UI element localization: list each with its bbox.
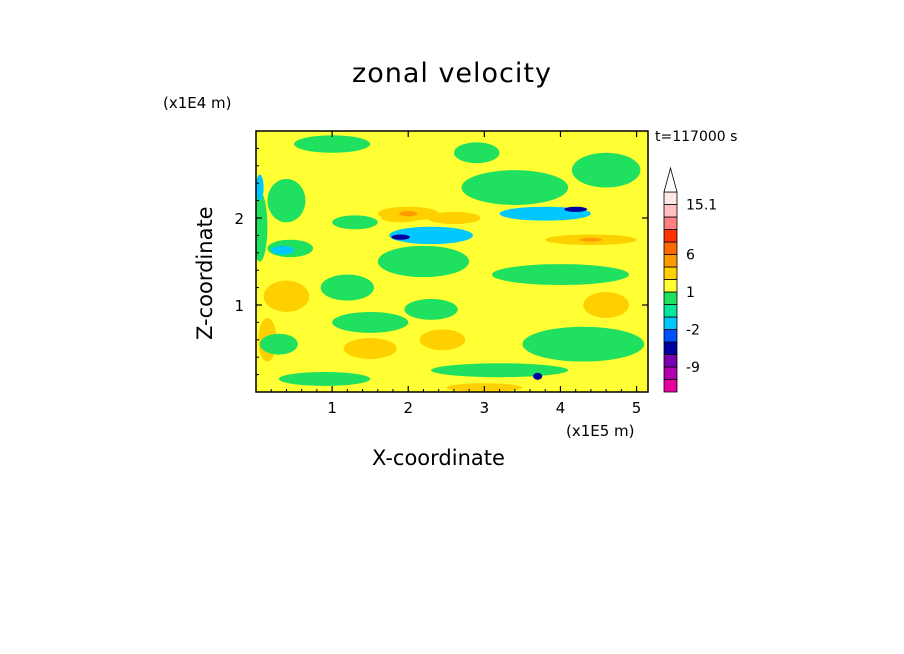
x-axis-label: X-coordinate: [372, 446, 505, 470]
y-tick-label-1: 2: [234, 210, 244, 228]
contour-region-18: [332, 311, 409, 333]
colorbar-swatch-6: [663, 304, 678, 318]
colorbar-swatch-13: [663, 216, 678, 230]
contour-region-28: [256, 191, 268, 262]
x-tick-label-1: 2: [403, 399, 413, 417]
contour-region-21: [461, 170, 569, 205]
contour-region-23: [491, 264, 629, 285]
contour-region-29: [389, 226, 473, 245]
colorbar-swatch-2: [663, 354, 678, 368]
colorbar-swatch-5: [663, 316, 678, 330]
contour-region-32: [256, 174, 264, 201]
contour-region-33: [564, 206, 588, 212]
colorbar-label-3: -2: [686, 323, 700, 339]
contour-region-17: [377, 245, 470, 278]
plot-area: [256, 131, 648, 392]
contour-region-14: [332, 215, 378, 230]
colorbar-swatch-11: [663, 241, 678, 255]
contour-region-25: [431, 363, 569, 378]
axes: 1 2 3 4 5 1 2: [234, 131, 648, 417]
colorbar-label-2: 1: [686, 285, 695, 301]
colorbar-swatch-12: [663, 229, 678, 243]
contour-region-24: [522, 326, 645, 362]
contour-region-19: [404, 298, 458, 320]
contour-region-9: [583, 291, 629, 319]
contour-region-10: [399, 211, 418, 217]
colorbar-label-4: -9: [686, 360, 700, 376]
y-axis-unit: (x1E4 m): [163, 94, 232, 112]
colorbar: 15.1 6 1 -2 -9: [663, 166, 717, 393]
colorbar-swatch-7: [663, 291, 678, 305]
contour-region-5: [419, 329, 466, 351]
contour-region-31: [271, 245, 295, 255]
x-tick-label-3: 4: [556, 399, 566, 417]
colorbar-swatch-14: [663, 204, 678, 218]
contour-region-16: [320, 274, 374, 301]
contour-region-27: [453, 142, 500, 164]
contour-region-26: [278, 371, 371, 386]
colorbar-swatch-3: [663, 341, 678, 355]
contour-region-12: [294, 135, 371, 153]
contour-region-4: [343, 338, 397, 359]
x-tick-label-2: 3: [480, 399, 490, 417]
contour-region-20: [259, 333, 298, 355]
time-label: t=117000 s: [655, 129, 738, 145]
contour-region-13: [267, 178, 306, 223]
x-axis-unit: (x1E5 m): [566, 422, 635, 440]
chart-title: zonal velocity: [352, 58, 552, 89]
x-tick-label-4: 5: [632, 399, 642, 417]
colorbar-swatch-10: [663, 254, 678, 268]
contour-region-2: [427, 211, 481, 225]
contour-region-11: [579, 238, 603, 242]
colorbar-swatch-0: [663, 379, 678, 393]
colorbar-swatch-8: [663, 279, 678, 293]
plot-frame: [255, 130, 649, 393]
contour-region-35: [533, 372, 543, 380]
colorbar-label-1: 6: [686, 248, 695, 264]
y-tick-label-0: 1: [234, 297, 244, 315]
contour-region-0: [263, 280, 310, 312]
x-tick-label-0: 1: [327, 399, 337, 417]
colorbar-swatch-4: [663, 329, 678, 343]
contour-region-22: [571, 152, 641, 188]
contour-region-34: [391, 234, 410, 240]
colorbar-extend-arrow: [663, 166, 678, 193]
colorbar-swatch-1: [663, 366, 678, 380]
colorbar-label-0: 15.1: [686, 198, 717, 214]
colorbar-swatch-9: [663, 266, 678, 280]
colorbar-swatch-15: [663, 191, 678, 205]
